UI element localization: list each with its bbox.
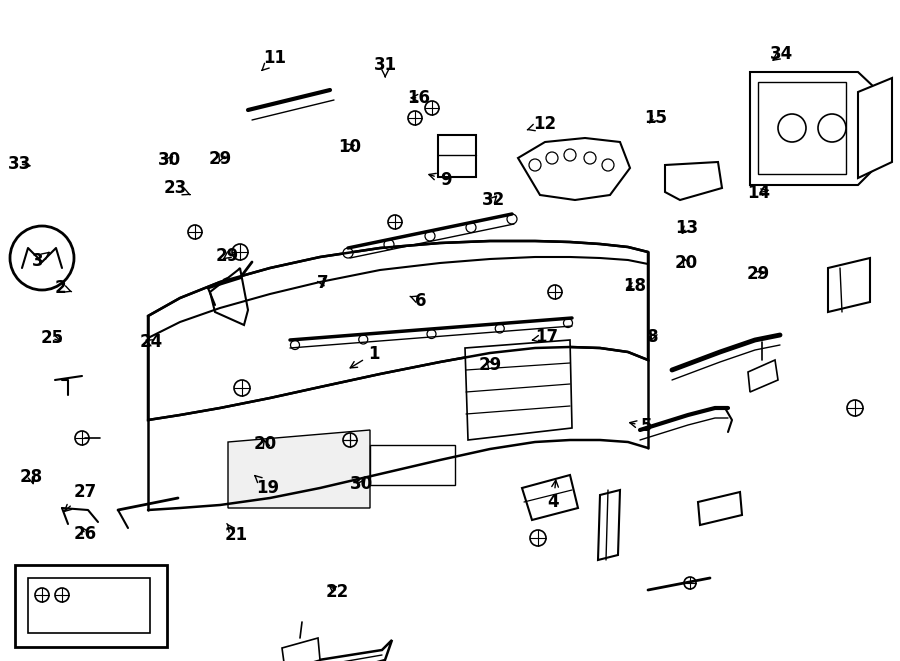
Circle shape <box>529 159 541 171</box>
Text: 29: 29 <box>209 149 232 168</box>
Text: 23: 23 <box>164 179 190 198</box>
Polygon shape <box>210 268 248 325</box>
Circle shape <box>425 101 439 115</box>
Polygon shape <box>282 638 320 661</box>
Text: 30: 30 <box>158 151 181 169</box>
Circle shape <box>564 149 576 161</box>
Circle shape <box>563 319 572 327</box>
Circle shape <box>818 114 846 142</box>
Circle shape <box>778 114 806 142</box>
Text: 17: 17 <box>532 328 559 346</box>
Circle shape <box>35 588 49 602</box>
Circle shape <box>343 248 353 258</box>
Circle shape <box>546 152 558 164</box>
Circle shape <box>75 431 89 445</box>
Text: 24: 24 <box>140 333 163 352</box>
Text: 21: 21 <box>224 524 248 545</box>
Polygon shape <box>748 360 778 392</box>
Text: 20: 20 <box>674 254 698 272</box>
Text: 3: 3 <box>32 252 49 270</box>
Text: 11: 11 <box>262 49 286 71</box>
Polygon shape <box>858 78 892 178</box>
Polygon shape <box>665 162 722 200</box>
Polygon shape <box>750 72 875 185</box>
Polygon shape <box>465 340 572 440</box>
Bar <box>758 82 846 174</box>
Text: 29: 29 <box>746 265 769 284</box>
Text: 1: 1 <box>350 344 379 368</box>
Circle shape <box>234 380 250 396</box>
Text: 27: 27 <box>65 483 97 512</box>
Text: 19: 19 <box>255 475 280 497</box>
Text: 2: 2 <box>55 278 72 297</box>
Polygon shape <box>598 490 620 560</box>
Circle shape <box>343 433 357 447</box>
Text: 28: 28 <box>20 468 43 486</box>
Bar <box>370 445 455 485</box>
Circle shape <box>684 577 696 589</box>
Bar <box>28 578 150 633</box>
Bar <box>438 135 476 177</box>
Circle shape <box>188 225 202 239</box>
Polygon shape <box>828 258 870 312</box>
Text: 5: 5 <box>630 417 652 436</box>
Circle shape <box>495 324 504 333</box>
Circle shape <box>466 223 476 233</box>
Circle shape <box>232 244 248 260</box>
Circle shape <box>847 400 863 416</box>
Text: 7: 7 <box>317 274 328 292</box>
Circle shape <box>388 215 402 229</box>
Circle shape <box>221 278 235 292</box>
Circle shape <box>384 239 394 249</box>
Text: 26: 26 <box>74 525 97 543</box>
Circle shape <box>425 231 435 241</box>
Text: 9: 9 <box>429 171 451 189</box>
Circle shape <box>584 152 596 164</box>
Text: 22: 22 <box>326 582 349 601</box>
Text: 34: 34 <box>770 45 793 63</box>
Text: 10: 10 <box>338 137 361 156</box>
Text: 15: 15 <box>644 108 667 127</box>
Polygon shape <box>148 241 648 420</box>
Circle shape <box>10 226 74 290</box>
Text: 29: 29 <box>479 356 502 374</box>
Text: 20: 20 <box>254 435 277 453</box>
Polygon shape <box>698 492 742 525</box>
Bar <box>15 565 167 647</box>
Text: 33: 33 <box>8 155 32 173</box>
Text: 32: 32 <box>482 190 505 209</box>
Text: 13: 13 <box>675 219 698 237</box>
Circle shape <box>55 588 69 602</box>
Text: 6: 6 <box>410 292 427 310</box>
Text: 29: 29 <box>215 247 238 266</box>
Circle shape <box>408 111 422 125</box>
Text: 14: 14 <box>747 184 770 202</box>
Polygon shape <box>518 138 630 200</box>
Text: 18: 18 <box>623 276 646 295</box>
Polygon shape <box>228 430 370 508</box>
Text: 12: 12 <box>527 115 556 134</box>
Circle shape <box>359 335 368 344</box>
Circle shape <box>507 214 517 224</box>
Text: 30: 30 <box>350 475 374 493</box>
Text: 4: 4 <box>548 481 559 512</box>
Circle shape <box>602 159 614 171</box>
Circle shape <box>548 285 562 299</box>
Circle shape <box>427 329 436 338</box>
Text: 16: 16 <box>407 89 430 107</box>
Circle shape <box>291 340 300 350</box>
Polygon shape <box>185 640 392 661</box>
Polygon shape <box>522 475 578 520</box>
Circle shape <box>530 530 546 546</box>
Text: 31: 31 <box>374 56 397 77</box>
Text: 25: 25 <box>40 329 64 348</box>
Text: 8: 8 <box>647 328 658 346</box>
